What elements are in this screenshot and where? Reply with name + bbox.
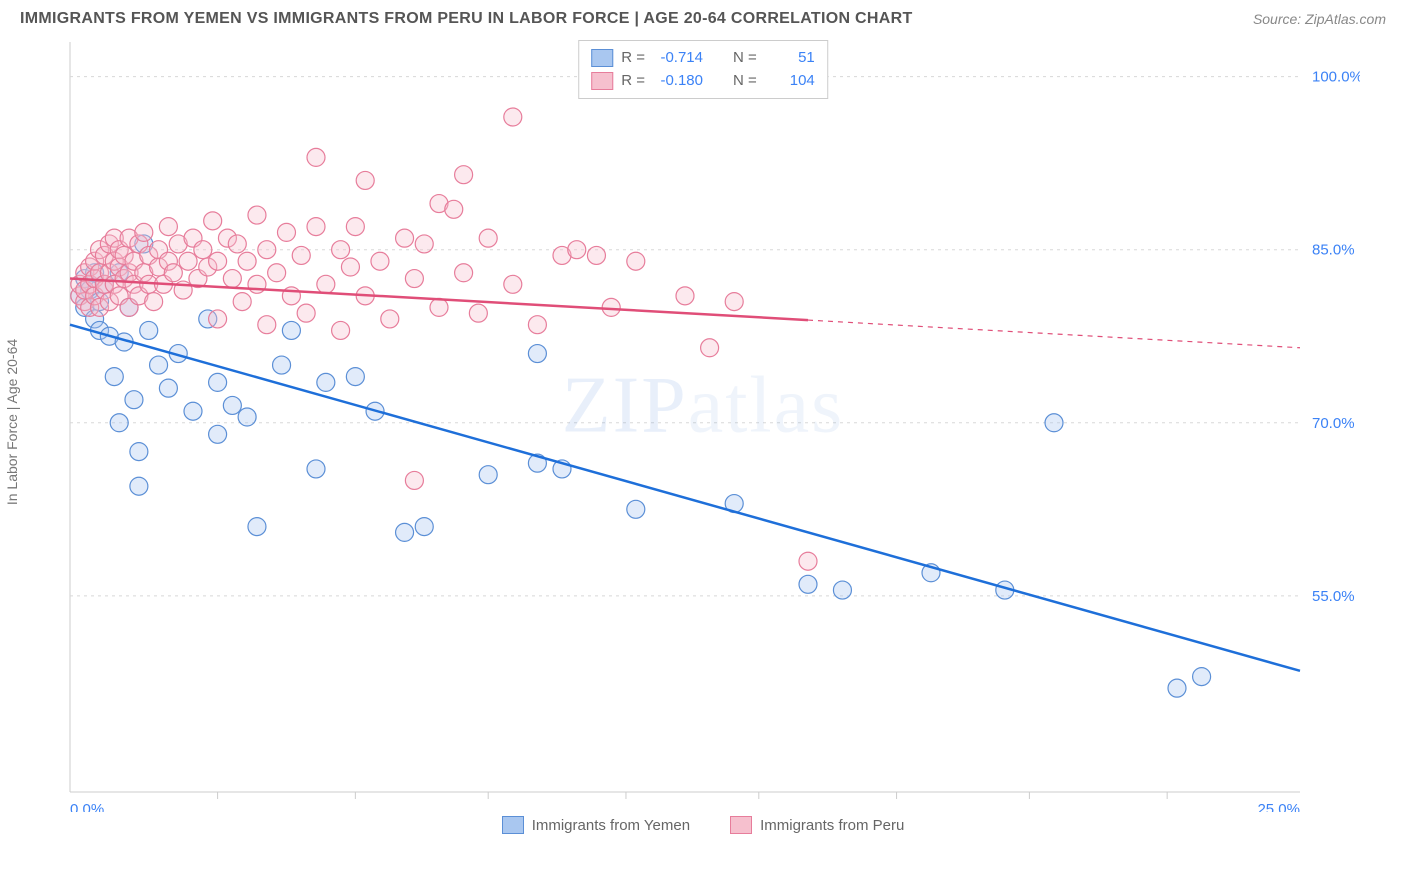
bottom-legend-label-1: Immigrants from Peru xyxy=(760,817,904,834)
legend-r-value-1: -0.180 xyxy=(653,70,703,93)
svg-text:85.0%: 85.0% xyxy=(1312,242,1355,259)
legend-swatch-0 xyxy=(591,49,613,67)
legend-r-label: R = xyxy=(621,70,645,93)
svg-text:70.0%: 70.0% xyxy=(1312,415,1355,432)
bottom-swatch-1 xyxy=(730,816,752,834)
y-axis-label: In Labor Force | Age 20-64 xyxy=(4,339,20,505)
svg-text:25.0%: 25.0% xyxy=(1257,801,1300,812)
stats-legend-row-0: R = -0.714 N = 51 xyxy=(591,47,815,70)
legend-n-value-0: 51 xyxy=(765,47,815,70)
title-bar: IMMIGRANTS FROM YEMEN VS IMMIGRANTS FROM… xyxy=(0,0,1406,32)
legend-n-label: N = xyxy=(733,47,757,70)
bottom-legend: Immigrants from Yemen Immigrants from Pe… xyxy=(0,816,1406,834)
stats-legend: R = -0.714 N = 51 R = -0.180 N = 104 xyxy=(578,40,828,99)
chart-container: In Labor Force | Age 20-64 55.0%70.0%85.… xyxy=(20,32,1386,812)
stats-legend-row-1: R = -0.180 N = 104 xyxy=(591,70,815,93)
bottom-swatch-0 xyxy=(502,816,524,834)
svg-text:55.0%: 55.0% xyxy=(1312,588,1355,605)
legend-r-value-0: -0.714 xyxy=(653,47,703,70)
legend-swatch-1 xyxy=(591,72,613,90)
bottom-legend-label-0: Immigrants from Yemen xyxy=(532,817,690,834)
bottom-legend-item-1: Immigrants from Peru xyxy=(730,816,904,834)
legend-n-value-1: 104 xyxy=(765,70,815,93)
chart-title: IMMIGRANTS FROM YEMEN VS IMMIGRANTS FROM… xyxy=(20,10,913,28)
legend-r-label: R = xyxy=(621,47,645,70)
svg-text:0.0%: 0.0% xyxy=(70,801,104,812)
bottom-legend-item-0: Immigrants from Yemen xyxy=(502,816,690,834)
scatter-chart: 55.0% 70.0% 85.0% 100.0% 0.0% 25.0% xyxy=(20,32,1360,812)
legend-n-label: N = xyxy=(733,70,757,93)
source-label: Source: ZipAtlas.com xyxy=(1253,11,1386,27)
svg-text:100.0%: 100.0% xyxy=(1312,69,1360,86)
